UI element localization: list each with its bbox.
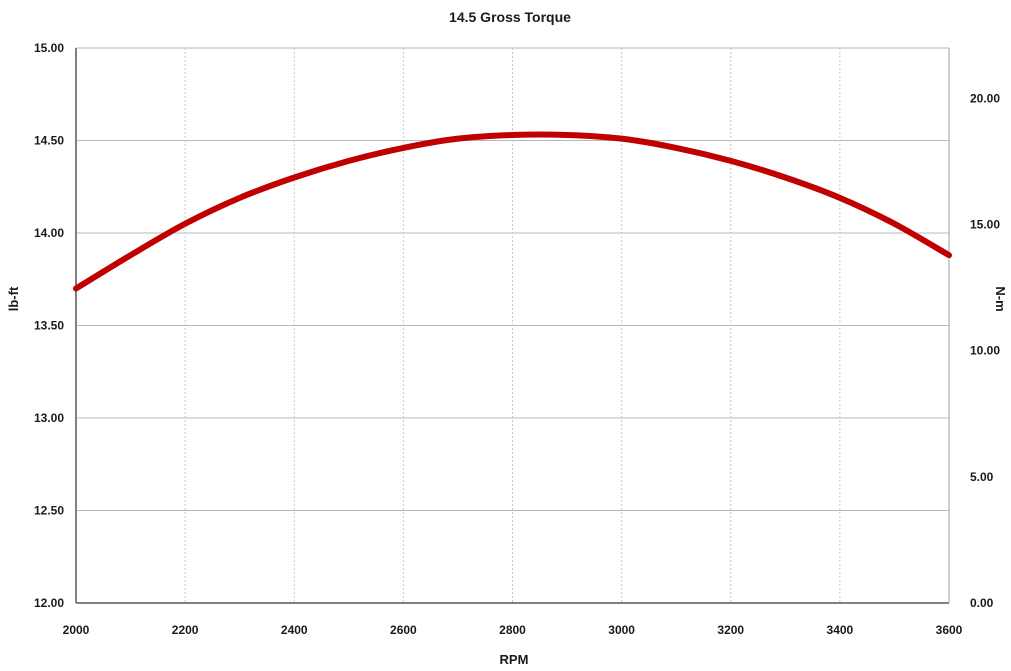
x-tick-label: 3400 [827, 623, 854, 637]
y-tick-label: 14.00 [34, 226, 64, 240]
y-tick-label: 13.50 [34, 319, 64, 333]
x-tick-label: 2800 [499, 623, 526, 637]
chart-title: 14.5 Gross Torque [449, 9, 571, 25]
x-axis-label: RPM [500, 652, 529, 667]
axes [75, 48, 950, 604]
x-tick-label: 3200 [717, 623, 744, 637]
torque-series-line [73, 131, 952, 292]
x-tick-label: 2600 [390, 623, 417, 637]
y2-axis-label: N-m [993, 286, 1008, 311]
x-tick-label: 3000 [608, 623, 635, 637]
x-tick-label: 2400 [281, 623, 308, 637]
y-tick-label: 12.00 [34, 596, 64, 610]
y-axis-label: lb-ft [6, 286, 21, 311]
series-layer [73, 131, 952, 292]
y2-tick-label: 15.00 [970, 218, 1000, 232]
x-tick-labels: 2000 2200 2400 2600 2800 3000 3200 3400 3600 [63, 623, 963, 637]
y2-tick-label: 10.00 [970, 344, 1000, 358]
y-tick-label: 15.00 [34, 41, 64, 55]
y2-tick-label: 20.00 [970, 91, 1000, 105]
y2-tick-label: 5.00 [970, 470, 994, 484]
y-tick-labels: 12.00 12.50 13.00 13.50 14.00 14.50 15.00 [34, 41, 64, 610]
y2-tick-label: 0.00 [970, 596, 994, 610]
y-tick-label: 14.50 [34, 134, 64, 148]
x-tick-label: 2200 [172, 623, 199, 637]
y-tick-label: 13.00 [34, 411, 64, 425]
x-tick-label: 2000 [63, 623, 90, 637]
y2-tick-labels: 0.00 5.00 10.00 15.00 20.00 [970, 91, 1000, 610]
grid [75, 47, 950, 604]
y-tick-label: 12.50 [34, 504, 64, 518]
x-tick-label: 3600 [936, 623, 963, 637]
